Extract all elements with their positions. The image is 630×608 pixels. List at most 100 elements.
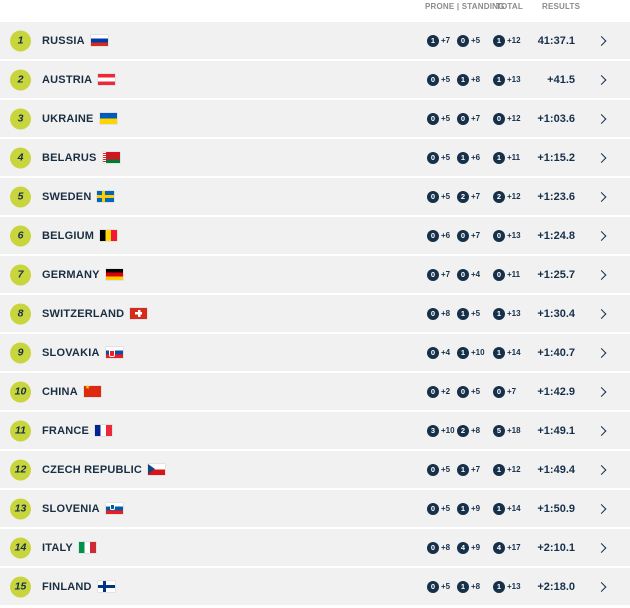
chevron-right-icon[interactable] — [596, 191, 607, 202]
total-stat: 1 +13 — [493, 61, 521, 98]
country-cell: AUSTRIA — [42, 61, 116, 98]
total-extra-shots: +14 — [507, 348, 521, 357]
country-flag-icon — [100, 230, 118, 241]
country-name: ITALY — [42, 541, 73, 554]
country-name: UKRAINE — [42, 112, 94, 125]
result-time: +1:24.8 — [537, 229, 575, 242]
total-stat: 0 +7 — [493, 373, 516, 410]
country-flag-icon — [83, 385, 101, 397]
standing-misses-badge: 1 — [457, 502, 469, 515]
total-misses-badge: 1 — [493, 346, 505, 359]
result-time: +1:50.9 — [537, 502, 575, 515]
table-row[interactable]: 7 GERMANY 0 +7 0 +4 0 +11 +1:25.7 — [0, 256, 630, 293]
results-list: 1 RUSSIA 1 +7 0 +5 1 +12 41:37.1 2 AUSTR… — [0, 22, 630, 607]
table-row[interactable]: 14 ITALY 0 +8 4 +9 4 +17 +2:10.1 — [0, 529, 630, 566]
table-row[interactable]: 9 SLOVAKIA 0 +4 1 +10 1 +14 +1:40.7 — [0, 334, 630, 371]
chevron-right-icon[interactable] — [596, 386, 607, 397]
total-misses-badge: 1 — [493, 151, 505, 164]
table-row[interactable]: 15 FINLAND 0 +5 1 +8 1 +13 +2:18.0 — [0, 568, 630, 605]
table-row[interactable]: 10 CHINA 0 +2 0 +5 0 +7 +1:42.9 — [0, 373, 630, 410]
standing-stat: 2 +8 — [457, 412, 480, 449]
total-extra-shots: +14 — [507, 504, 521, 513]
country-flag-icon — [130, 308, 148, 319]
total-extra-shots: +13 — [507, 231, 521, 240]
chevron-right-icon[interactable] — [596, 347, 607, 358]
prone-stat: 1 +7 — [427, 22, 450, 59]
rank-badge: 15 — [10, 576, 31, 597]
chevron-right-icon[interactable] — [596, 425, 607, 436]
country-name: GERMANY — [42, 268, 100, 281]
prone-extra-shots: +5 — [441, 75, 451, 84]
total-stat: 0 +11 — [493, 256, 520, 293]
total-misses-badge: 0 — [493, 112, 505, 125]
table-row[interactable]: 2 AUSTRIA 0 +5 1 +8 1 +13 +41.5 — [0, 61, 630, 98]
result-time: +1:49.4 — [537, 463, 575, 476]
rank-badge: 8 — [10, 303, 31, 324]
standing-extra-shots: +5 — [471, 36, 481, 45]
chevron-right-icon[interactable] — [596, 542, 607, 553]
total-extra-shots: +13 — [507, 75, 521, 84]
rank-badge: 1 — [10, 30, 31, 51]
country-flag-icon — [105, 503, 123, 514]
chevron-right-icon[interactable] — [596, 464, 607, 475]
prone-misses-badge: 0 — [427, 190, 439, 203]
rank-badge: 12 — [10, 459, 31, 480]
prone-stat: 0 +8 — [427, 295, 450, 332]
total-extra-shots: +17 — [507, 543, 521, 552]
total-extra-shots: +12 — [507, 36, 521, 45]
table-row[interactable]: 12 CZECH REPUBLIC 0 +5 1 +7 1 +12 +1:49.… — [0, 451, 630, 488]
standing-extra-shots: +7 — [471, 192, 481, 201]
table-row[interactable]: 8 SWITZERLAND 0 +8 1 +5 1 +13 +1:30.4 — [0, 295, 630, 332]
total-misses-badge: 1 — [493, 463, 505, 476]
chevron-right-icon[interactable] — [596, 308, 607, 319]
table-row[interactable]: 3 UKRAINE 0 +5 0 +7 0 +12 +1:03.6 — [0, 100, 630, 137]
standing-stat: 0 +4 — [457, 256, 480, 293]
country-cell: SLOVENIA — [42, 490, 123, 527]
standing-misses-badge: 0 — [457, 112, 469, 125]
chevron-right-icon[interactable] — [596, 113, 607, 124]
chevron-right-icon[interactable] — [596, 269, 607, 280]
table-row[interactable]: 4 BELARUS 0 +5 1 +6 1 +11 +1:15.2 — [0, 139, 630, 176]
rank-badge: 5 — [10, 186, 31, 207]
prone-extra-shots: +10 — [441, 426, 455, 435]
prone-stat: 0 +5 — [427, 61, 450, 98]
prone-extra-shots: +8 — [441, 309, 451, 318]
table-row[interactable]: 13 SLOVENIA 0 +5 1 +9 1 +14 +1:50.9 — [0, 490, 630, 527]
table-row[interactable]: 6 BELGIUM 0 +6 0 +7 0 +13 +1:24.8 — [0, 217, 630, 254]
country-name: FRANCE — [42, 424, 90, 437]
chevron-right-icon[interactable] — [596, 152, 607, 163]
country-name: FINLAND — [42, 580, 92, 593]
total-misses-badge: 2 — [493, 190, 505, 203]
prone-misses-badge: 0 — [427, 268, 439, 281]
chevron-right-icon[interactable] — [596, 581, 607, 592]
standing-misses-badge: 2 — [457, 424, 469, 437]
rank-badge: 9 — [10, 342, 31, 363]
country-flag-icon — [90, 35, 108, 46]
chevron-right-icon[interactable] — [596, 230, 607, 241]
country-cell: FINLAND — [42, 568, 115, 605]
prone-misses-badge: 0 — [427, 151, 439, 164]
standing-stat: 2 +7 — [457, 178, 480, 215]
country-cell: RUSSIA — [42, 22, 108, 59]
standing-extra-shots: +7 — [471, 114, 481, 123]
prone-misses-badge: 3 — [427, 424, 439, 437]
prone-misses-badge: 0 — [427, 112, 439, 125]
chevron-right-icon[interactable] — [596, 74, 607, 85]
total-stat: 1 +12 — [493, 451, 521, 488]
standing-misses-badge: 0 — [457, 385, 469, 398]
chevron-right-icon[interactable] — [596, 35, 607, 46]
standing-stat: 1 +8 — [457, 568, 480, 605]
country-flag-icon — [97, 191, 115, 202]
table-row[interactable]: 11 FRANCE 3 +10 2 +8 5 +18 +1:49.1 — [0, 412, 630, 449]
total-stat: 2 +12 — [493, 178, 521, 215]
table-row[interactable]: 1 RUSSIA 1 +7 0 +5 1 +12 41:37.1 — [0, 22, 630, 59]
country-name: AUSTRIA — [42, 73, 93, 86]
table-row[interactable]: 5 SWEDEN 0 +5 2 +7 2 +12 +1:23.6 — [0, 178, 630, 215]
prone-misses-badge: 1 — [427, 34, 439, 47]
country-cell: CHINA — [42, 373, 101, 410]
chevron-right-icon[interactable] — [596, 503, 607, 514]
standing-extra-shots: +7 — [471, 465, 481, 474]
total-extra-shots: +11 — [507, 153, 521, 162]
total-extra-shots: +11 — [507, 270, 521, 279]
total-misses-badge: 1 — [493, 502, 505, 515]
